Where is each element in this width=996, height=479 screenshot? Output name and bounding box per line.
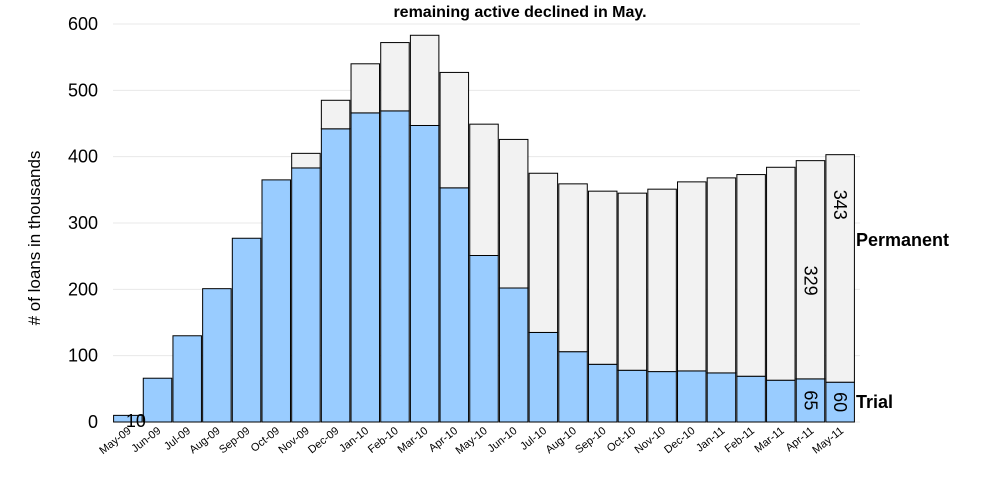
- bar-permanent-Mar-10: [409, 34, 440, 126]
- bar-trial-Mar-10: [409, 124, 440, 423]
- bar-trial-Jul-10: [528, 331, 559, 423]
- y-tick-label: 100: [68, 346, 98, 366]
- x-tick-label: Jan-11: [694, 425, 727, 455]
- bar-permanent-Jul-10: [528, 172, 559, 333]
- chart-title: remaining active declined in May.: [393, 4, 646, 21]
- bar-permanent-Nov-10: [647, 188, 677, 373]
- x-tick-label: Feb-10: [366, 425, 401, 456]
- bar-permanent-May-11: [825, 154, 855, 383]
- y-axis-ticks: 0 100 200 300 400 500 600: [68, 14, 98, 432]
- bar-trial-Aug-10: [558, 351, 588, 423]
- bar-trial-May-11: [825, 381, 855, 423]
- x-tick-label: Mar-10: [396, 425, 431, 456]
- bar-permanent-Feb-11: [736, 174, 766, 377]
- bar-trial-Jul-09: [172, 335, 202, 423]
- bar-trial-May-09: [113, 414, 143, 423]
- x-tick-label: Aug-10: [544, 425, 579, 456]
- x-tick-label: Aug-09: [187, 425, 222, 456]
- x-tick-label: Sep-10: [573, 425, 608, 456]
- data-labels: 10 65 60 329 343: [126, 190, 850, 431]
- y-tick-label: 300: [68, 213, 98, 233]
- legend-permanent: Permanent: [856, 230, 949, 250]
- bar-trial-Nov-10: [647, 371, 677, 423]
- bar-trial-Jun-09: [142, 377, 173, 423]
- bar-permanent-Nov-09: [291, 152, 321, 169]
- bar-permanent-Jan-11: [706, 177, 737, 374]
- x-tick-label: Dec-09: [306, 425, 341, 456]
- data-label-permanent: 343: [830, 190, 850, 220]
- bar-trial-Nov-09: [291, 167, 321, 423]
- bar-permanent-Sep-10: [587, 190, 618, 365]
- x-tick-label: Feb-11: [723, 425, 757, 455]
- y-tick-label: 600: [68, 14, 98, 34]
- y-tick-label: 200: [68, 279, 98, 299]
- bar-trial-Sep-10: [587, 363, 618, 423]
- y-axis-label: # of loans in thousands: [25, 151, 44, 326]
- legend-trial: Trial: [856, 392, 893, 412]
- x-tick-label: Sep-09: [217, 425, 252, 456]
- x-axis-ticks: May-09Jun-09Jul-09Aug-09Sep-09Oct-09Nov-…: [97, 425, 846, 457]
- data-label-trial: 60: [830, 392, 850, 412]
- bar-trial-Dec-09: [320, 128, 351, 423]
- data-label-trial: 65: [800, 390, 820, 410]
- bar-permanent-Mar-11: [766, 166, 796, 381]
- bar-permanent-Apr-10: [439, 71, 470, 189]
- bar-trial-May-10: [469, 255, 499, 423]
- y-tick-label: 400: [68, 147, 98, 167]
- bar-trial-Jan-10: [350, 112, 381, 423]
- bar-permanent-Jan-10: [350, 63, 381, 114]
- x-tick-label: Nov-09: [276, 425, 311, 456]
- bar-trial-Feb-10: [380, 110, 410, 423]
- bar-permanent-Aug-10: [558, 183, 588, 353]
- bar-trial-Apr-10: [439, 187, 470, 423]
- bar-trial-Feb-11: [736, 375, 766, 423]
- bar-permanent-May-10: [469, 123, 499, 257]
- bar-permanent-Dec-10: [677, 181, 707, 372]
- bar-permanent-Oct-10: [617, 192, 648, 371]
- x-tick-label: May-11: [810, 425, 846, 457]
- legend: Trial Permanent: [856, 230, 949, 412]
- x-tick-label: Oct-09: [249, 425, 282, 455]
- bar-trial-Jun-10: [498, 287, 529, 423]
- data-label-trial: 10: [126, 411, 146, 431]
- data-label-permanent: 329: [800, 266, 820, 296]
- x-tick-label: Nov-10: [633, 425, 668, 456]
- x-tick-label: Jan-10: [337, 425, 371, 455]
- bar-trial-Jan-11: [706, 372, 737, 423]
- y-tick-label: 0: [88, 412, 98, 432]
- x-tick-label: May-10: [454, 425, 490, 457]
- bars: [113, 34, 855, 423]
- bar-trial-Dec-10: [677, 370, 707, 423]
- y-tick-label: 500: [68, 80, 98, 100]
- bar-permanent-Apr-11: [795, 160, 826, 380]
- bar-trial-Oct-10: [617, 369, 648, 423]
- x-tick-label: Jun-10: [486, 425, 520, 455]
- x-tick-label: Mar-11: [752, 425, 786, 455]
- bar-trial-Oct-09: [261, 179, 291, 423]
- bar-trial-Aug-09: [202, 288, 232, 423]
- bar-permanent-Jun-10: [498, 138, 529, 289]
- x-tick-label: Dec-10: [662, 425, 697, 456]
- bar-permanent-Feb-10: [380, 42, 410, 112]
- bar-trial-Mar-11: [766, 379, 796, 423]
- bar-trial-Sep-09: [231, 237, 262, 423]
- x-tick-label: Oct-10: [605, 425, 638, 455]
- bar-permanent-Dec-09: [320, 99, 351, 130]
